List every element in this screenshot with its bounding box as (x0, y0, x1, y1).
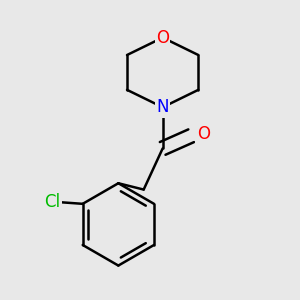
Text: O: O (197, 125, 210, 143)
Text: Cl: Cl (45, 193, 61, 211)
Text: N: N (156, 98, 169, 116)
Text: O: O (156, 28, 169, 46)
